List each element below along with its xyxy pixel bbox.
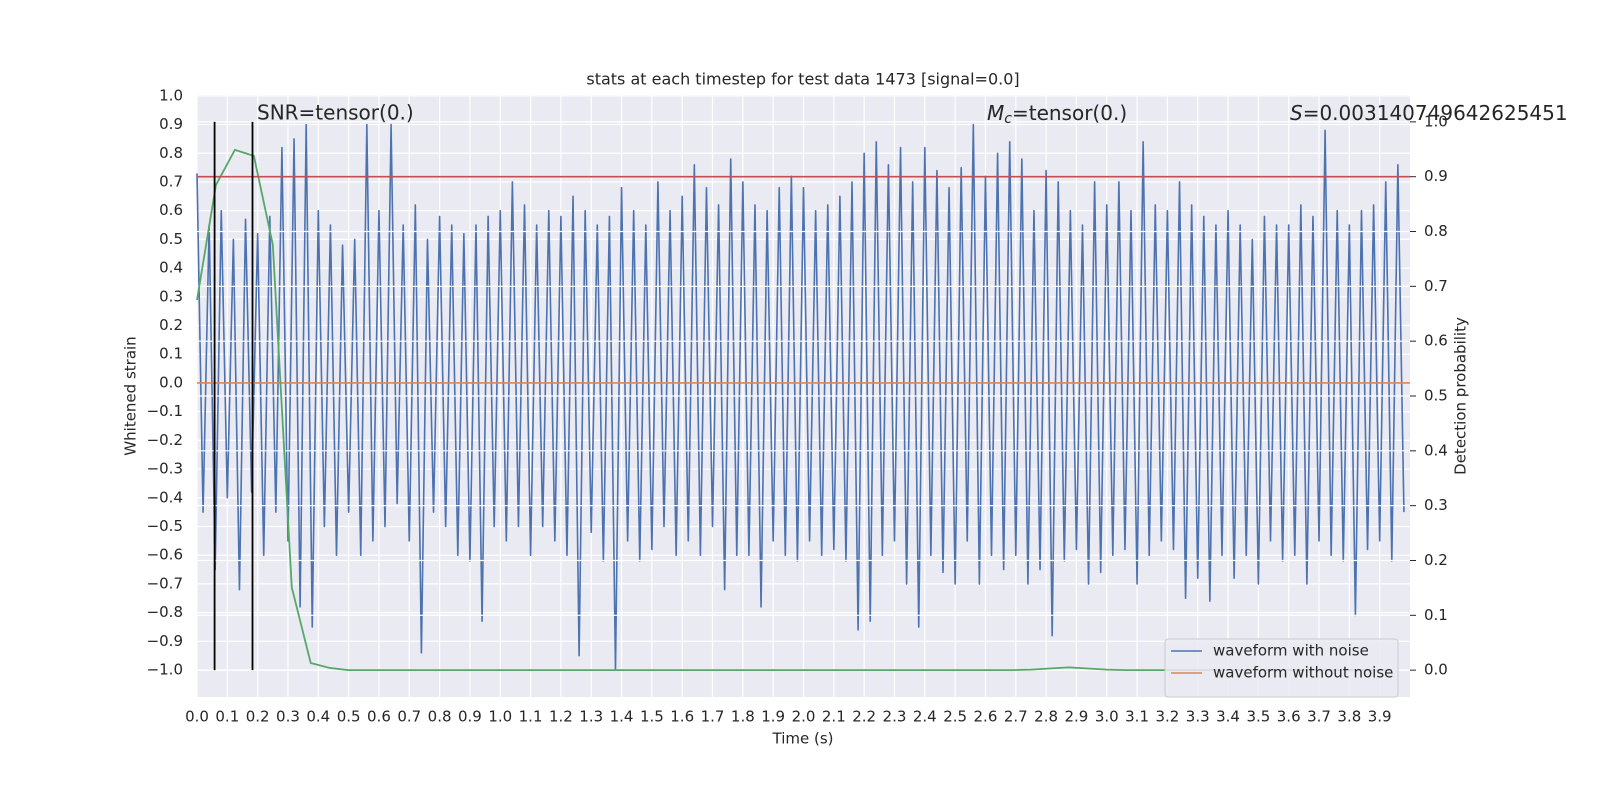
- mc-symbol: M: [987, 101, 1004, 125]
- legend-label: waveform with noise: [1213, 642, 1369, 660]
- x-tick-label: 0.9: [458, 708, 482, 726]
- s-text: =0.003140749642625451: [1303, 101, 1568, 125]
- y-tick-label: −0.1: [147, 402, 183, 420]
- x-axis-label: Time (s): [772, 730, 834, 748]
- x-tick-label: 1.7: [701, 708, 725, 726]
- y2-tick-label: 0.6: [1424, 332, 1448, 350]
- y-tick-label: 0.2: [159, 316, 183, 334]
- x-tick-label: 2.6: [974, 708, 998, 726]
- x-tick-label: 1.0: [488, 708, 512, 726]
- x-tick-label: 0.5: [337, 708, 361, 726]
- y-axis-label: Whitened strain: [122, 336, 140, 455]
- x-tick-label: 2.9: [1064, 708, 1088, 726]
- y-tick-label: 0.4: [159, 259, 183, 277]
- y2-tick-label: 0.8: [1424, 222, 1448, 240]
- x-tick-label: 1.1: [519, 708, 543, 726]
- s-annotation: S=0.003140749642625451: [1290, 101, 1568, 125]
- y-tick-label: 0.5: [159, 230, 183, 248]
- y-tick-label: −0.4: [147, 488, 183, 506]
- x-tick-label: 3.4: [1216, 708, 1240, 726]
- x-tick-label: 2.0: [792, 708, 816, 726]
- data-line: [196, 123, 1405, 671]
- y-tick-label: −0.5: [147, 517, 183, 535]
- x-tick-label: 1.6: [670, 708, 694, 726]
- mc-text: =tensor(0.): [1012, 101, 1127, 125]
- snr-annotation: SNR=tensor(0.): [257, 101, 414, 125]
- x-tick-label: 1.8: [731, 708, 755, 726]
- x-tick-label: 1.9: [761, 708, 785, 726]
- x-tick-label: 3.5: [1246, 708, 1270, 726]
- x-tick-label: 0.1: [215, 708, 239, 726]
- x-tick-label: 2.2: [852, 708, 876, 726]
- y-tick-label: −0.6: [147, 546, 183, 564]
- y-tick-label: 0.1: [159, 345, 183, 363]
- x-tick-label: 0.4: [306, 708, 330, 726]
- x-tick-label: 2.3: [883, 708, 907, 726]
- y-tick-label: −0.7: [147, 574, 183, 592]
- x-tick-label: 3.0: [1095, 708, 1119, 726]
- y2-tick-label: 0.4: [1424, 441, 1448, 459]
- y-tick-label: −0.8: [147, 603, 183, 621]
- y-tick-label: −0.3: [147, 460, 183, 478]
- y2-tick-label: 0.5: [1424, 387, 1448, 405]
- y-tick-label: 0.6: [159, 201, 183, 219]
- x-tick-label: 0.3: [276, 708, 300, 726]
- y2-tick-label: 0.3: [1424, 496, 1448, 514]
- legend-label: waveform without noise: [1213, 664, 1393, 682]
- y2-tick-label: 0.0: [1424, 661, 1448, 679]
- y-tick-label: 0.8: [159, 144, 183, 162]
- x-tick-label: 1.3: [579, 708, 603, 726]
- x-tick-label: 3.6: [1277, 708, 1301, 726]
- y-tick-label: −0.2: [147, 431, 183, 449]
- x-tick-label: 2.7: [1004, 708, 1028, 726]
- x-tick-label: 0.2: [246, 708, 270, 726]
- y2-tick-label: 0.7: [1424, 277, 1448, 295]
- x-tick-label: 0.7: [397, 708, 421, 726]
- chart-title: stats at each timestep for test data 147…: [586, 70, 1019, 89]
- y2-tick-label: 0.9: [1424, 167, 1448, 185]
- x-tick-label: 3.7: [1307, 708, 1331, 726]
- y-tick-label: 1.0: [159, 86, 183, 104]
- x-tick-label: 1.5: [640, 708, 664, 726]
- x-tick-label: 2.5: [943, 708, 967, 726]
- y-tick-label: 0.9: [159, 115, 183, 133]
- x-tick-label: 3.8: [1337, 708, 1361, 726]
- x-tick-label: 3.3: [1186, 708, 1210, 726]
- x-tick-label: 3.1: [1125, 708, 1149, 726]
- x-tick-label: 0.8: [428, 708, 452, 726]
- mc-annotation: Mc=tensor(0.): [987, 101, 1127, 128]
- x-tick-label: 3.9: [1368, 708, 1392, 726]
- mc-subscript: c: [1004, 111, 1012, 127]
- x-tick-label: 2.4: [913, 708, 937, 726]
- x-tick-label: 2.1: [822, 708, 846, 726]
- x-tick-label: 1.2: [549, 708, 573, 726]
- x-tick-label: 0.6: [367, 708, 391, 726]
- y-tick-label: −0.9: [147, 632, 183, 650]
- s-symbol: S: [1290, 101, 1303, 125]
- y2-tick-label: 1.0: [1424, 112, 1448, 130]
- x-tick-label: 0.0: [185, 708, 209, 726]
- x-tick-label: 1.4: [610, 708, 634, 726]
- x-tick-label: 3.2: [1155, 708, 1179, 726]
- y2-axis-label: Detection probability: [1452, 317, 1470, 475]
- y-tick-label: −1.0: [147, 661, 183, 679]
- x-tick-label: 2.8: [1034, 708, 1058, 726]
- y-tick-label: 0.7: [159, 172, 183, 190]
- y-tick-label: 0.3: [159, 287, 183, 305]
- legend-box: [1164, 638, 1399, 698]
- y-tick-label: 0.0: [159, 373, 183, 391]
- y2-tick-label: 0.2: [1424, 551, 1448, 569]
- y2-tick-label: 0.1: [1424, 606, 1448, 624]
